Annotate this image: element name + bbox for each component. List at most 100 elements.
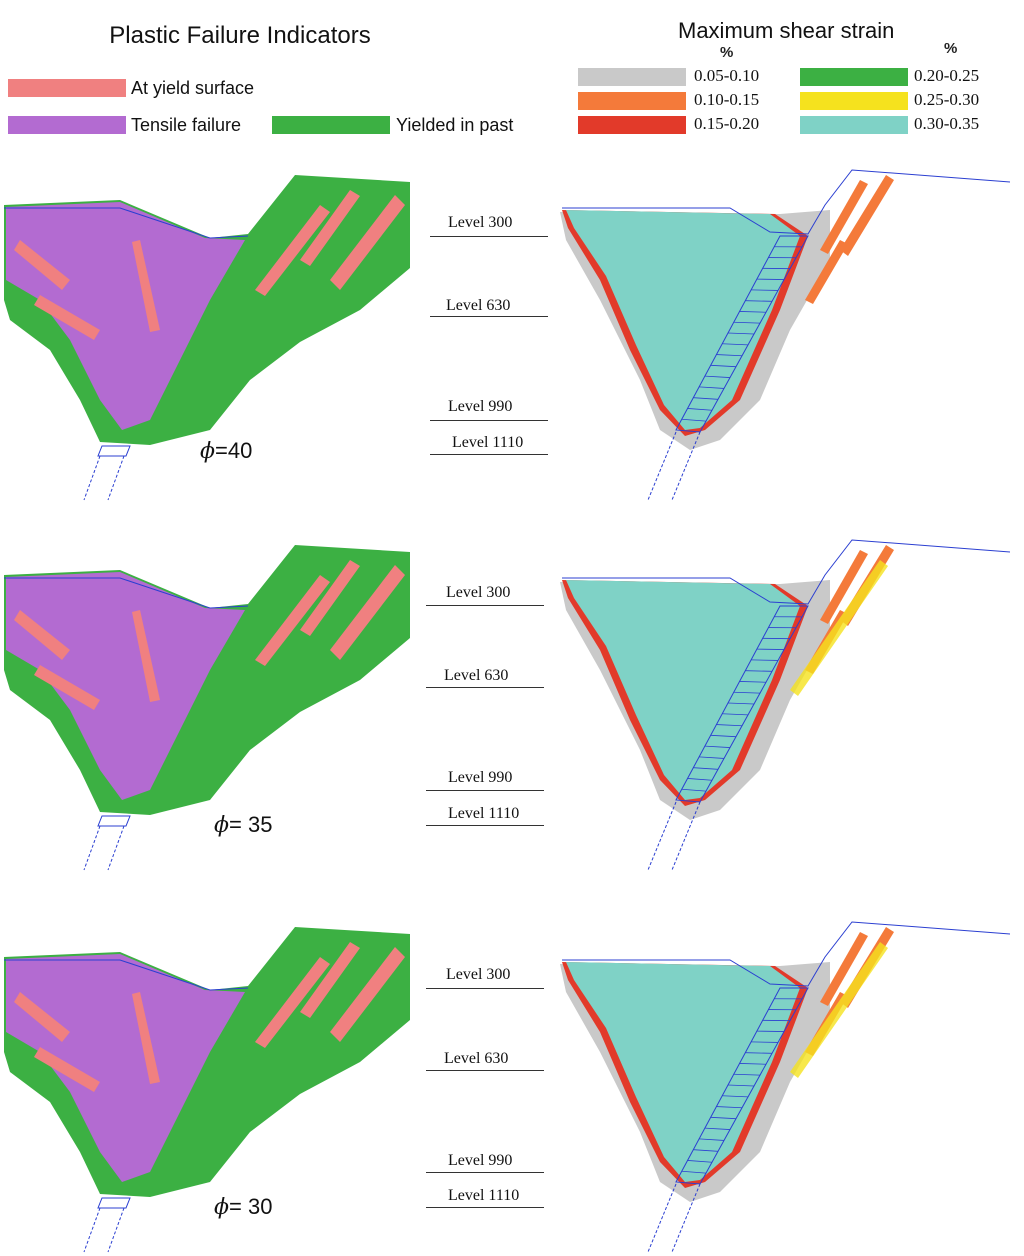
pillar-hatch: [739, 311, 767, 313]
pink-streak: [255, 205, 330, 296]
phi-symbol: ϕ: [214, 1195, 229, 1220]
pillar-hatch: [693, 397, 719, 400]
strain-label-1: 0.05-0.10: [694, 66, 760, 85]
stope-outline: [97, 815, 131, 827]
pink-streak: [300, 942, 360, 1018]
strain-label-6: 0.30-0.35: [914, 114, 980, 133]
legend-label-at-yield: At yield surface: [131, 78, 255, 98]
strain-unit-left: %: [720, 44, 734, 61]
pink-streak: [132, 610, 160, 702]
shaft-line: [83, 1207, 101, 1253]
pillar-hatch: [681, 1170, 707, 1174]
strain-label-2: 0.10-0.15: [694, 90, 760, 109]
pillar-hatch: [681, 418, 707, 422]
legend-label-yielded: Yielded in past: [396, 115, 514, 135]
shaft-line: [83, 825, 101, 871]
pillar-hatch: [687, 408, 713, 411]
yellow-streak: [790, 560, 888, 696]
level-300-line: [426, 988, 544, 989]
shaft-line: [647, 801, 677, 871]
pillar-hatch: [704, 1127, 731, 1130]
level-1110-label: Level 1110: [452, 434, 524, 451]
shaft-line: [107, 825, 125, 871]
strain-swatch-3: [578, 116, 686, 134]
orange-streak: [820, 550, 868, 624]
pink-streak: [14, 240, 70, 290]
pillar-hatch: [699, 386, 725, 389]
stope-outline: [97, 1197, 131, 1209]
pillar-hatch: [681, 788, 707, 792]
pink-streak: [330, 195, 405, 290]
level-630-line: [426, 1070, 544, 1071]
pillar-hatch: [699, 756, 725, 759]
shaft-line: [671, 1183, 701, 1253]
teal-zone: [566, 210, 800, 430]
pillar-hatch: [699, 1138, 725, 1141]
pink-streak: [255, 957, 330, 1048]
orange-streak: [820, 180, 868, 254]
yellow-streak: [790, 942, 888, 1078]
pillar-hatch: [716, 354, 743, 357]
strain-swatch-2: [578, 92, 686, 110]
pink-streak: [14, 992, 70, 1042]
purple-zone: [6, 202, 245, 430]
phi-value: = 35: [229, 812, 273, 837]
pillar-hatch: [722, 713, 749, 716]
pillar-hatch: [687, 778, 713, 781]
phi-symbol: ϕ: [214, 813, 229, 838]
pink-streak: [255, 575, 330, 666]
legend-label-tensile: Tensile failure: [131, 115, 242, 135]
pillar-hatch: [716, 724, 743, 727]
strain-legend-title: Maximum shear strain: [678, 18, 895, 43]
stope-outline: [97, 445, 131, 457]
level-300-label: Level 300: [446, 584, 511, 601]
shaft-line: [671, 801, 701, 871]
level-300-label: Level 300: [448, 214, 513, 231]
pillar-hatch: [739, 681, 767, 683]
phi-symbol: ϕ: [200, 439, 215, 464]
orange-streak: [820, 932, 868, 1006]
level-1110-label: Level 1110: [448, 805, 520, 822]
phi-label-panel-2: ϕ= 35: [214, 812, 272, 838]
pit-outline: [4, 207, 249, 239]
strain-swatch-1: [578, 68, 686, 86]
shaft-line: [107, 1207, 125, 1253]
level-990-label: Level 990: [448, 769, 513, 786]
strain-label-5: 0.25-0.30: [914, 90, 980, 109]
pillar-hatch: [710, 1116, 737, 1120]
pit-outline: [4, 959, 249, 991]
pillar-hatch: [687, 1160, 713, 1163]
pink-streak: [300, 190, 360, 266]
strain-swatch-5: [800, 92, 908, 110]
legend-swatch-at-yield: [8, 79, 126, 97]
phi-label-panel-3: ϕ= 30: [214, 1194, 272, 1220]
strain-swatch-4: [800, 68, 908, 86]
pillar-hatch: [710, 734, 737, 738]
level-990-label: Level 990: [448, 1152, 513, 1169]
level-630-label: Level 630: [446, 297, 511, 314]
pink-streak: [34, 665, 100, 710]
level-990-line: [430, 420, 548, 421]
shaft-line: [671, 431, 701, 501]
purple-zone: [6, 572, 245, 800]
shaft-line: [107, 455, 125, 501]
level-630-line: [430, 316, 548, 317]
pillar-hatch: [722, 1095, 749, 1098]
level-1110-line: [430, 454, 548, 455]
pink-streak: [300, 560, 360, 636]
pillar-hatch: [733, 1073, 761, 1076]
pillar-hatch: [733, 691, 761, 694]
level-1110-label: Level 1110: [448, 1187, 520, 1204]
pink-streak: [132, 240, 160, 332]
shaft-line: [83, 455, 101, 501]
ground-surface: [562, 539, 1011, 605]
teal-zone: [566, 580, 800, 800]
phi-value: =40: [215, 438, 253, 463]
strain-unit-right: %: [944, 40, 958, 57]
shaft-line: [647, 1183, 677, 1253]
teal-zone: [566, 962, 800, 1182]
pillar-hatch: [693, 1149, 719, 1152]
level-1110-line: [426, 825, 544, 826]
legend-swatch-tensile: [8, 116, 126, 134]
pillar-hatch: [745, 300, 773, 302]
